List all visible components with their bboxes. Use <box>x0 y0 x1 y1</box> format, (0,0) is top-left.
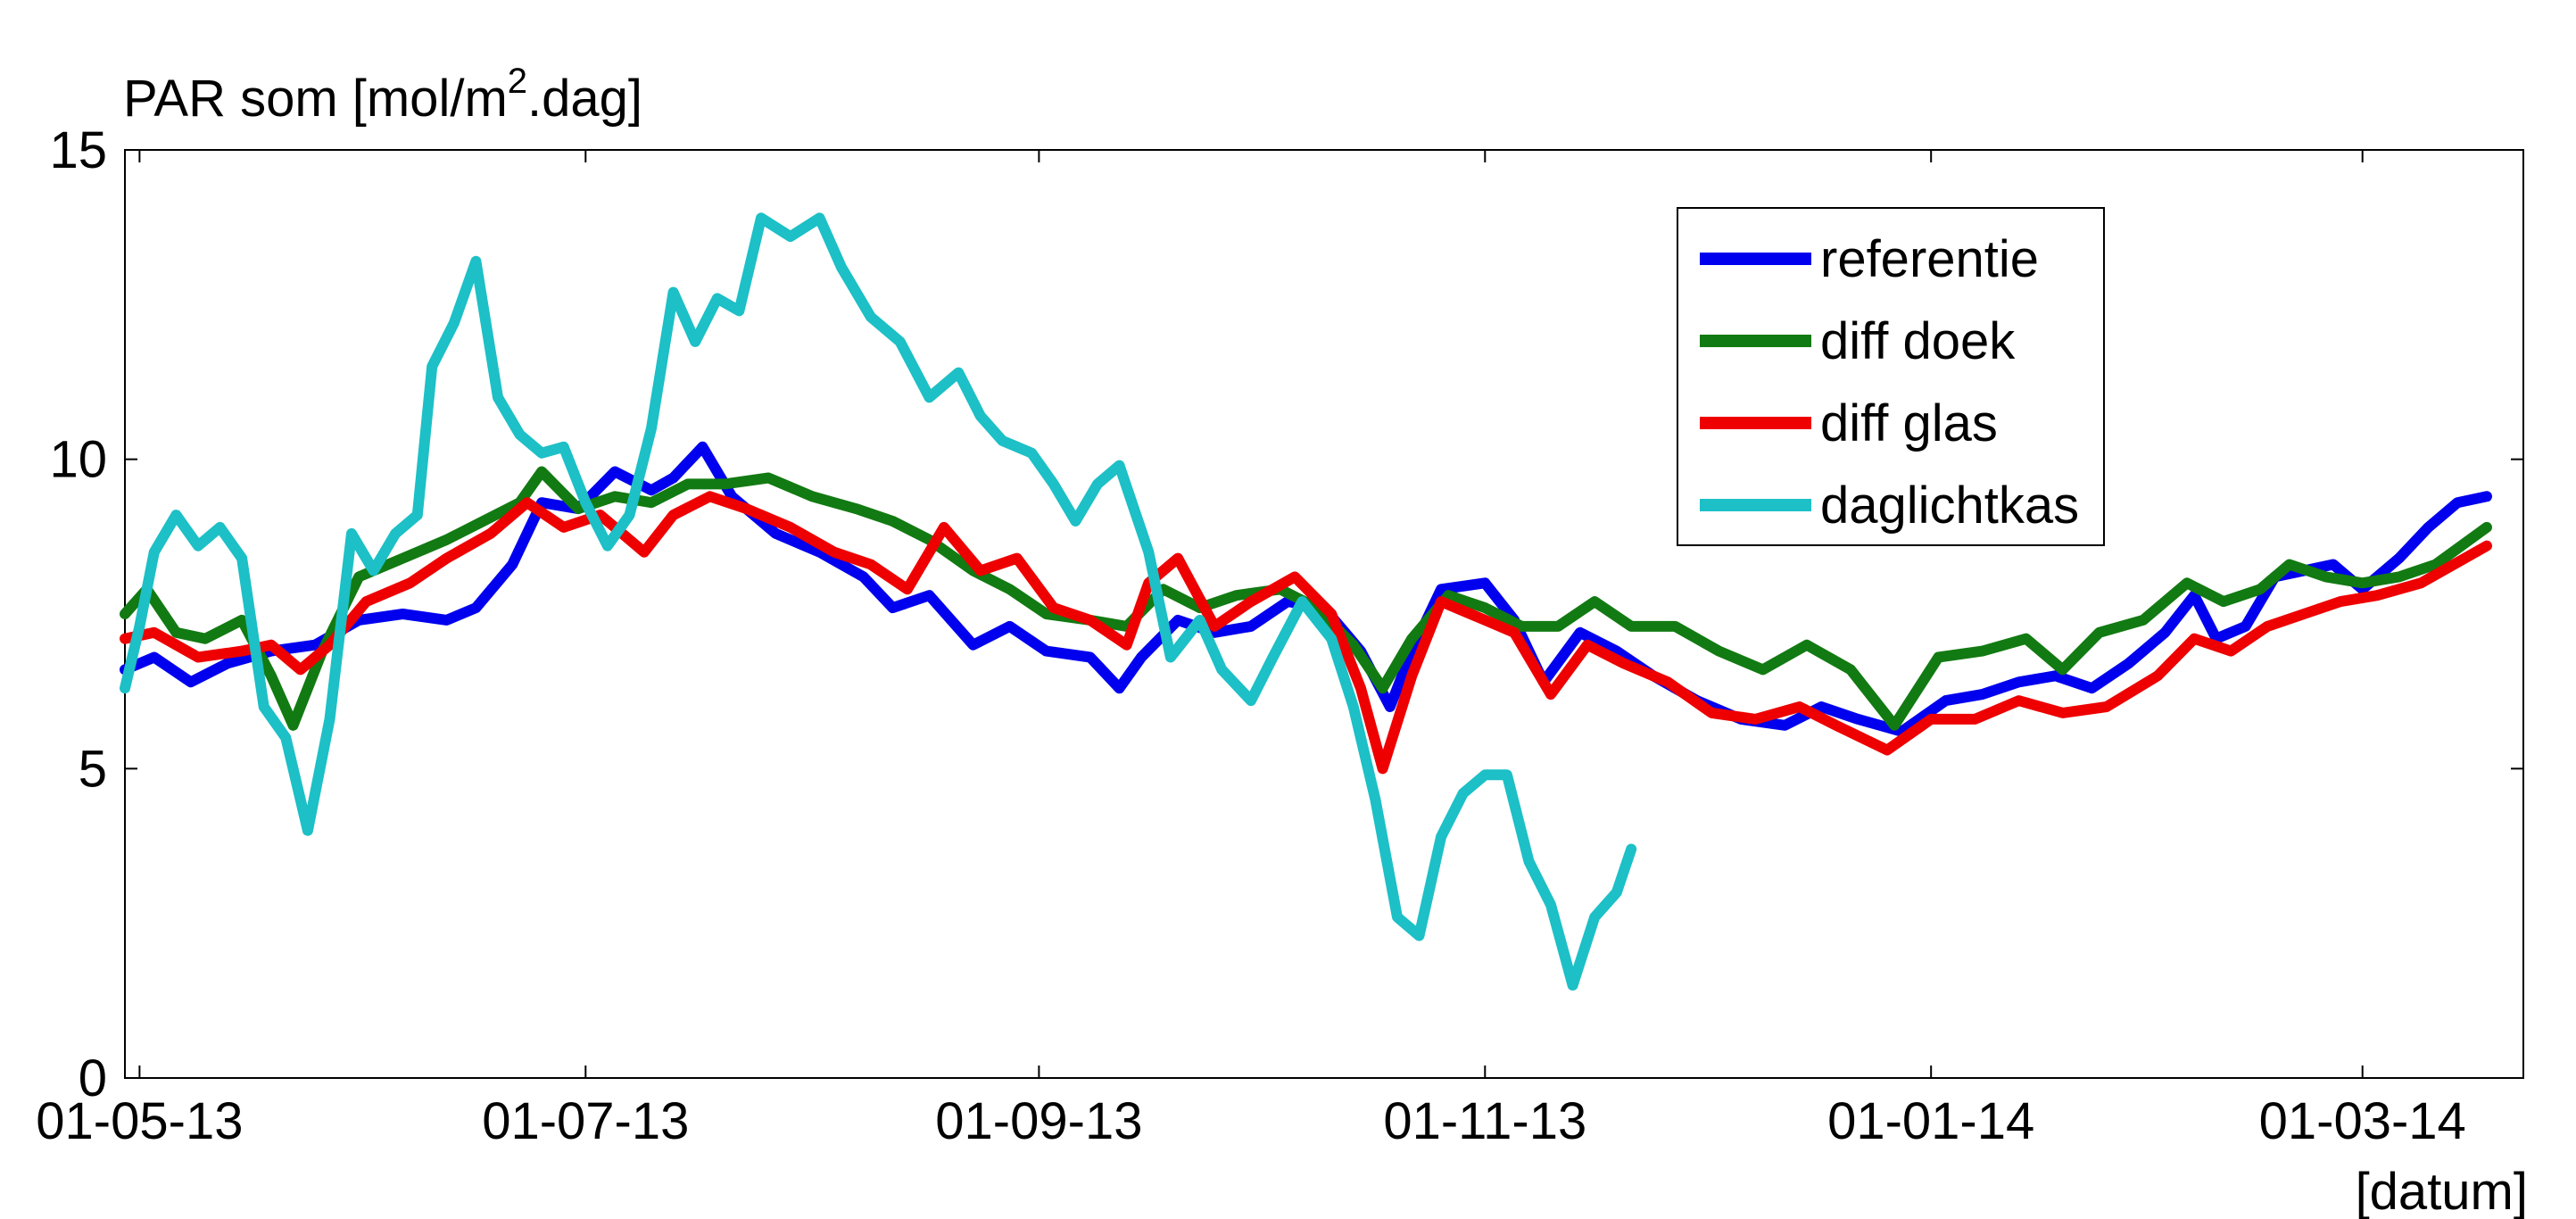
legend-label: referentie <box>1820 230 2039 288</box>
legend-label: diff doek <box>1820 312 2016 370</box>
y-tick-label: 5 <box>79 740 107 798</box>
x-tick-label: 01-03-14 <box>2259 1092 2466 1150</box>
y-tick-label: 15 <box>49 121 107 179</box>
y-axis-title: PAR som [mol/m2.dag] <box>123 62 642 128</box>
x-tick-label: 01-01-14 <box>1827 1092 2034 1150</box>
x-tick-label: 01-05-13 <box>36 1092 243 1150</box>
y-tick-label: 0 <box>79 1049 107 1107</box>
x-tick-label: 01-09-13 <box>935 1092 1142 1150</box>
legend-label: diff glas <box>1820 394 1998 452</box>
ticks-layer: 0 5 10 15 01-05-13 01-07-13 01-09-13 01-11-13 01… <box>36 121 2523 1150</box>
y-axis-title-superscript: 2 <box>508 62 527 101</box>
series-line-daglichtkas <box>120 212 1637 991</box>
legend: referentie diff doek diff glas daglichtkas <box>1677 207 2105 546</box>
x-tick-label: 01-11-13 <box>1383 1092 1586 1150</box>
x-axis-title: [datum] <box>2356 1163 2528 1219</box>
series-layer <box>120 212 2492 991</box>
y-tick-label: 10 <box>49 431 107 489</box>
y-axis-title-main: PAR som [mol/m <box>123 70 508 128</box>
series-line-diff-glas <box>120 491 2492 775</box>
x-tick-label: 01-07-13 <box>482 1092 689 1150</box>
y-axis-title-tail: .dag] <box>527 70 642 128</box>
legend-label: daglichtkas <box>1820 477 2079 535</box>
